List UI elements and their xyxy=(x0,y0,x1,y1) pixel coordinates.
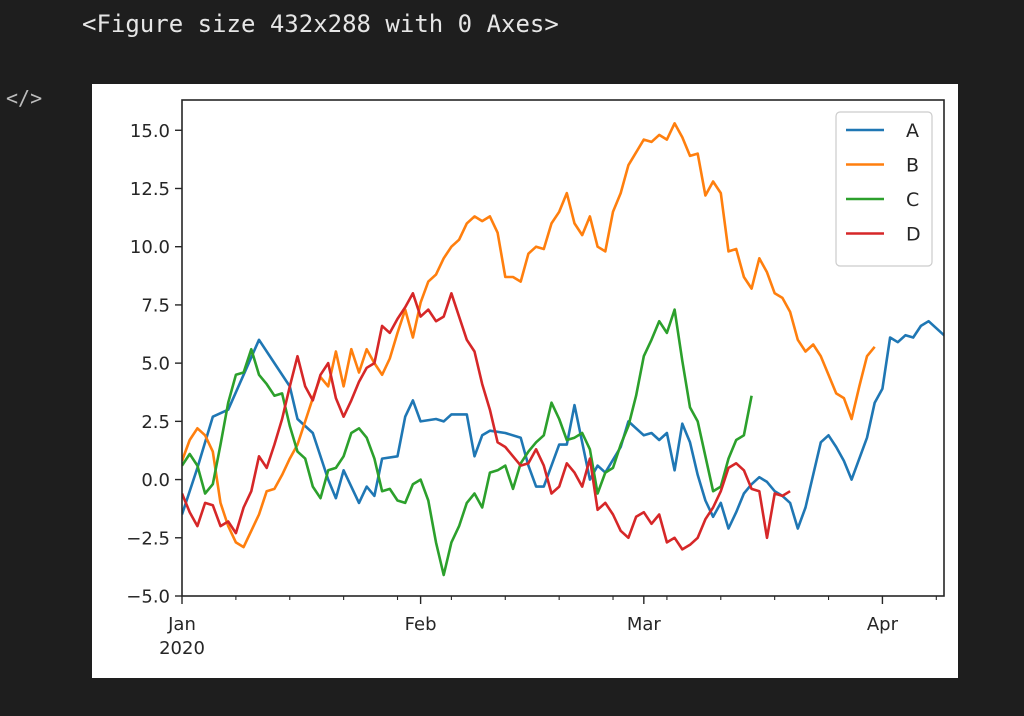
y-tick-label: 5.0 xyxy=(141,354,170,375)
series-line-B xyxy=(182,121,876,549)
x-tick-label: Mar xyxy=(627,614,662,635)
figure-output-text: <Figure size 432x288 with 0 Axes> xyxy=(82,10,559,38)
y-tick-label: 15.0 xyxy=(130,121,170,142)
y-tick-label: 10.0 xyxy=(130,237,170,258)
y-tick-label: −2.5 xyxy=(126,528,170,549)
y-tick-label: −5.0 xyxy=(126,587,170,608)
series-line-A xyxy=(182,319,944,530)
y-tick-label: 12.5 xyxy=(130,179,170,200)
x-tick-label: Apr xyxy=(867,614,899,635)
series-lines xyxy=(182,121,944,577)
legend-label-D: D xyxy=(906,224,921,246)
legend-label-A: A xyxy=(906,120,919,142)
legend-box xyxy=(835,111,933,267)
x-tick-label: Jan xyxy=(167,614,196,635)
y-axis-ticks: −5.0 −2.5 0.0 2.5 5.0 7.5 10.0 12.5 15.0 xyxy=(126,121,182,608)
legend-label-B: B xyxy=(906,155,919,177)
line-chart: −5.0 −2.5 0.0 2.5 5.0 7.5 10.0 12.5 15.0 Jan 2020… xyxy=(126,99,945,659)
x-tick-sublabel: 2020 xyxy=(159,638,205,659)
y-tick-label: 2.5 xyxy=(141,412,170,433)
line-chart-figure: −5.0 −2.5 0.0 2.5 5.0 7.5 10.0 12.5 15.0 Jan 2020… xyxy=(92,84,958,678)
series-line-D xyxy=(182,292,791,551)
code-toggle-icon[interactable]: </> xyxy=(6,86,43,110)
legend-label-C: C xyxy=(906,189,919,211)
series-line-C xyxy=(182,308,753,577)
plot-area-frame xyxy=(181,99,945,597)
y-tick-label: 7.5 xyxy=(141,295,170,316)
y-tick-label: 0.0 xyxy=(141,470,170,491)
x-tick-label: Feb xyxy=(405,614,437,635)
x-axis-ticks: Jan 2020 Feb Mar Apr xyxy=(159,596,937,659)
